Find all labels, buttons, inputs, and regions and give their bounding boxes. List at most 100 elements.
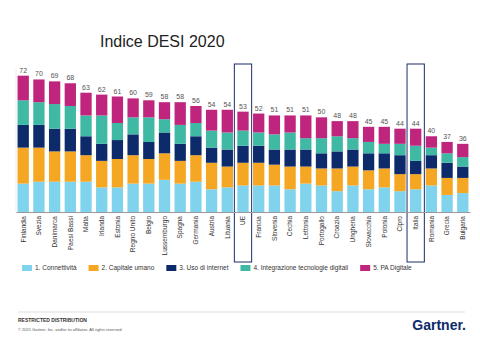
chart: Indice DESI 2020727069686362616059585856…	[0, 0, 480, 360]
bar-segment	[222, 187, 233, 212]
x-tick-label: Regno Unito	[129, 216, 137, 253]
bar-segment	[316, 138, 327, 153]
x-tick-label: Malta	[82, 216, 89, 232]
bar-segment	[332, 121, 343, 136]
bar-segment	[237, 131, 248, 146]
bar-segment	[175, 102, 186, 125]
bar-segment	[112, 187, 123, 212]
x-tick-label: Lussemburgo	[161, 216, 169, 256]
total-label: 52	[255, 105, 263, 112]
bar-segment	[441, 142, 452, 153]
bar-segment	[379, 153, 390, 168]
bar-segment	[300, 167, 311, 184]
bar-segment	[269, 165, 280, 186]
legend-item: 5. PA Digitale	[360, 264, 412, 272]
bar-segment	[347, 167, 358, 186]
bar-segment	[300, 184, 311, 212]
bar-segment	[96, 115, 107, 143]
bar-segment	[379, 187, 390, 212]
total-label: 51	[302, 106, 310, 113]
bar-segment	[80, 115, 91, 136]
bar-segment	[159, 132, 170, 153]
legend-swatch	[89, 265, 99, 271]
bar-segment	[96, 161, 107, 188]
bar-segment	[49, 81, 60, 104]
bar-segment	[143, 100, 154, 117]
bar-segment	[253, 163, 264, 186]
bar-segment	[159, 119, 170, 132]
total-label: 58	[176, 93, 184, 100]
x-tick: Ungheria	[349, 212, 357, 242]
bar-segment	[190, 123, 201, 136]
bar-segment	[190, 155, 201, 182]
x-tick: Estonia	[114, 212, 121, 238]
bar-segment	[127, 184, 138, 212]
x-tick: Austria	[208, 212, 215, 236]
x-tick-label: Portogallo	[318, 216, 326, 246]
x-tick-label: Austria	[208, 216, 215, 237]
bar-segment	[112, 159, 123, 187]
x-tick: Bulgaria	[459, 212, 467, 240]
bar-segment	[159, 180, 170, 212]
x-tick-label: Cipro	[396, 216, 404, 232]
bar-segment	[394, 191, 405, 212]
bar-segment	[96, 144, 107, 161]
total-label: 63	[82, 84, 90, 91]
x-tick-label: Paesi Bassi	[67, 216, 74, 250]
bar-segment	[457, 193, 468, 212]
bar-segment	[80, 155, 91, 182]
x-tick: Lettonia	[302, 212, 309, 239]
total-label: 37	[443, 133, 451, 140]
bar-segment	[426, 155, 437, 168]
total-label: 61	[114, 88, 122, 95]
bar-segment	[222, 167, 233, 188]
bar-segment	[332, 151, 343, 168]
x-tick: UE	[239, 212, 246, 225]
bar-segment	[206, 110, 217, 131]
x-tick-label: Spagna	[176, 216, 184, 239]
bar-segment	[410, 129, 421, 146]
bar-segment	[300, 115, 311, 138]
x-tick-label: Ungheria	[349, 216, 357, 243]
bar-segment	[127, 98, 138, 117]
x-tick: Paesi Bassi	[67, 212, 74, 250]
total-label: 51	[270, 106, 278, 113]
bar-segment	[379, 144, 390, 153]
bar-segment	[175, 125, 186, 144]
bar-segment	[410, 146, 421, 161]
bar-segment	[65, 106, 76, 129]
legend-swatch	[240, 265, 250, 271]
bar-segment	[426, 148, 437, 156]
bar-segment	[253, 185, 264, 212]
highlight-frame	[407, 64, 424, 262]
total-label: 40	[427, 127, 435, 134]
bar-segment	[80, 93, 91, 116]
bar-segment	[347, 185, 358, 212]
bar-segment	[159, 153, 170, 180]
bar-segment	[80, 136, 91, 155]
bar-segment	[33, 125, 44, 148]
bar-segment	[394, 144, 405, 155]
total-label: 53	[239, 103, 247, 110]
x-tick: Italia	[412, 212, 419, 230]
bar-segment	[33, 148, 44, 182]
total-label: 58	[161, 93, 169, 100]
bar-segment	[457, 167, 468, 178]
bar-segment	[363, 142, 374, 153]
x-tick-label: Slovacchia	[365, 216, 372, 248]
total-label: 51	[286, 106, 294, 113]
x-tick-label: Germania	[192, 216, 199, 245]
x-tick: Romania	[428, 212, 435, 242]
bar-segment	[190, 182, 201, 212]
bar-segment	[33, 79, 44, 102]
bar-segment	[237, 163, 248, 186]
bar-segment	[269, 134, 280, 149]
x-tick: Grecia	[443, 212, 450, 235]
bar-segment	[49, 104, 60, 129]
bar-segment	[65, 83, 76, 106]
x-tick-label: Svezia	[35, 216, 42, 236]
legend-item: 2. Capitale umano	[89, 264, 155, 272]
x-tick-label: Danimarca	[51, 216, 58, 248]
x-tick-label: UE	[239, 215, 246, 225]
total-label: 44	[412, 120, 420, 127]
